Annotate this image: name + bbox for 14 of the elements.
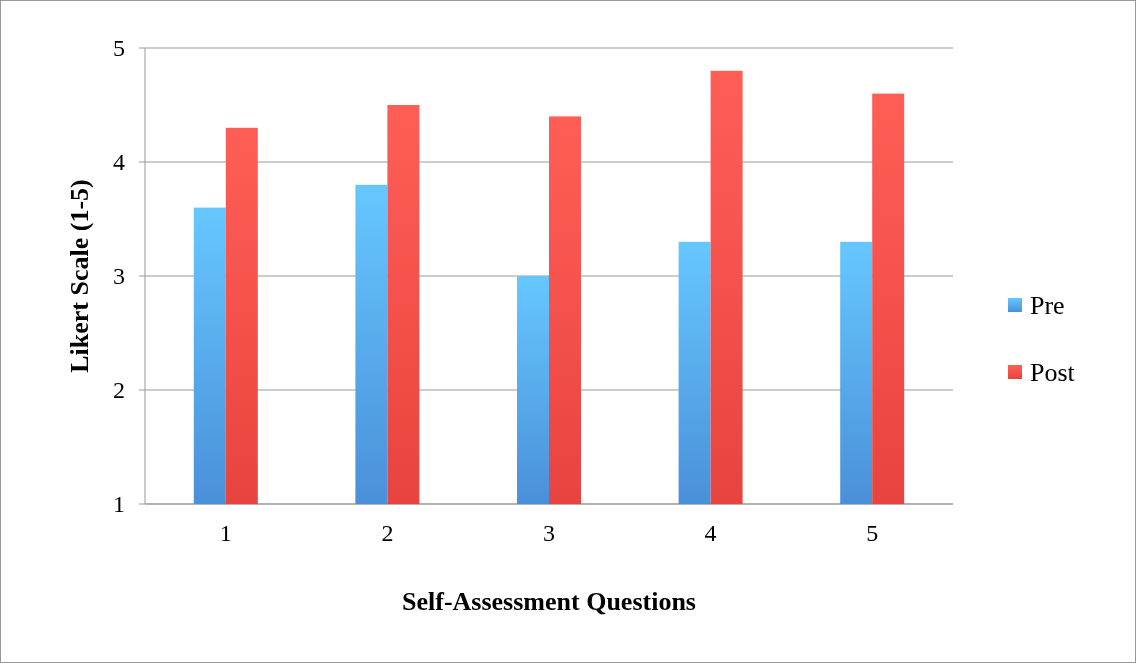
y-axis-title: Likert Scale (1-5) <box>65 179 94 373</box>
y-tick-label: 1 <box>113 491 125 518</box>
y-tick-label: 3 <box>113 263 125 290</box>
x-tick-label: 2 <box>381 520 394 546</box>
y-tick-label: 2 <box>113 377 125 404</box>
y-tick-label: 4 <box>113 149 125 176</box>
x-axis-title: Self-Assessment Questions <box>402 587 696 616</box>
legend-label: Post <box>1030 358 1076 388</box>
x-tick-label: 5 <box>866 520 879 546</box>
x-tick-label: 4 <box>704 520 717 546</box>
y-tick-label: 5 <box>113 35 125 62</box>
x-tick-label: 3 <box>543 520 555 546</box>
legend-label: Pre <box>1030 291 1065 321</box>
x-tick-label: 1 <box>219 520 232 546</box>
